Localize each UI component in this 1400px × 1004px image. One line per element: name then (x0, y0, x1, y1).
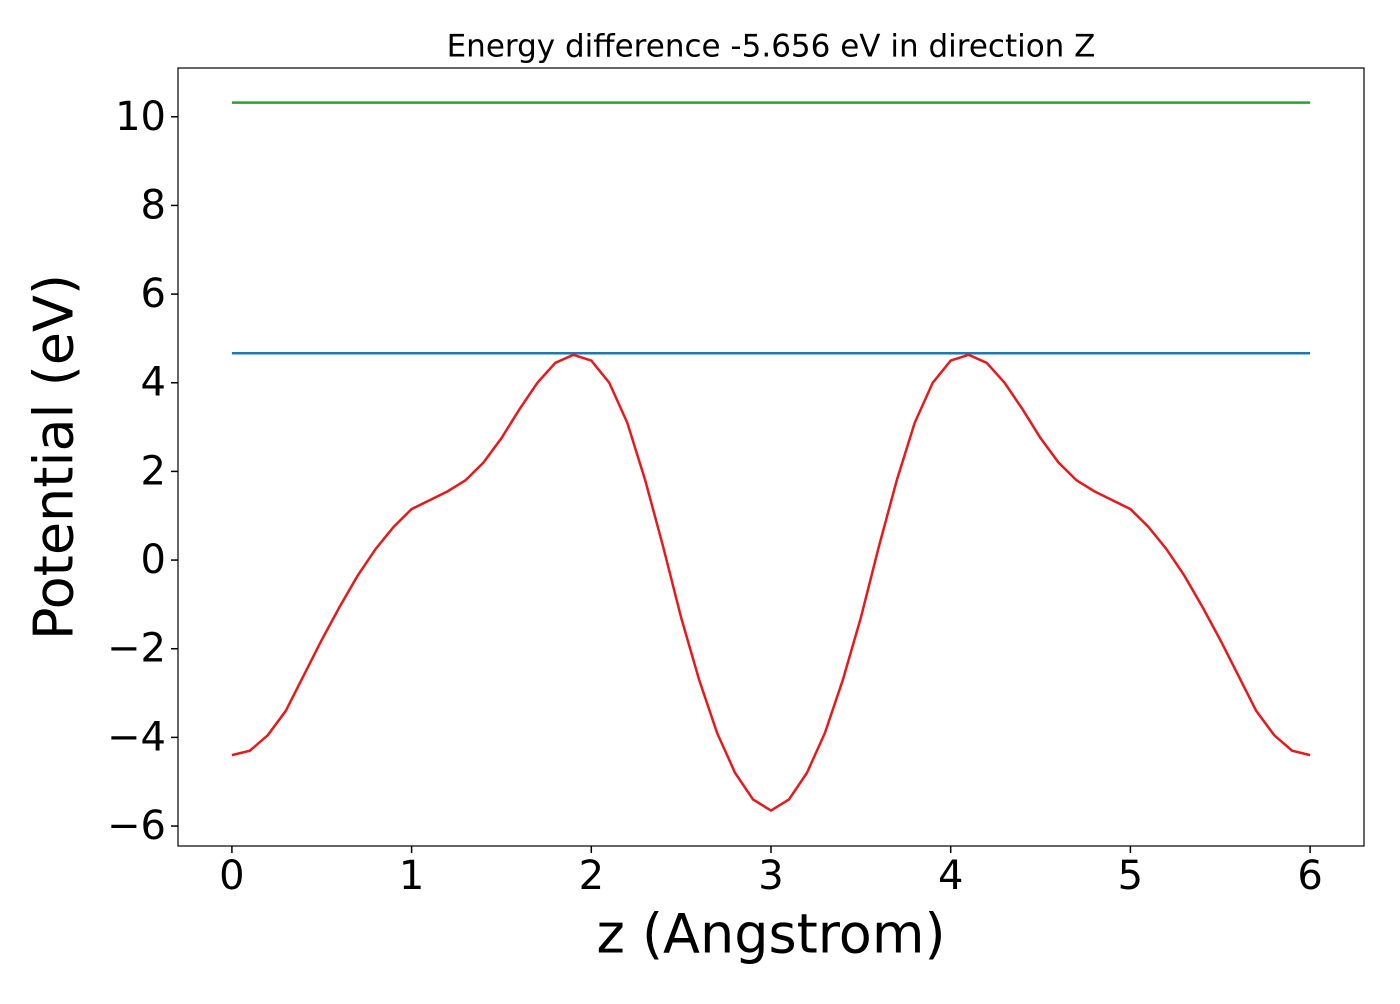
x-tick-label: 3 (758, 853, 783, 899)
y-tick-label: −4 (107, 714, 166, 760)
y-tick-label: 6 (141, 271, 166, 317)
chart-title: Energy difference -5.656 eV in direction… (447, 29, 1096, 65)
y-tick-label: 0 (141, 537, 166, 583)
series-line (231, 353, 1311, 813)
x-tick-label: 6 (1297, 853, 1322, 899)
x-tick-label: 2 (579, 853, 604, 899)
y-tick-label: −6 (107, 803, 166, 849)
x-tick-label: 0 (219, 853, 244, 899)
x-tick-label: 1 (399, 853, 424, 899)
x-tick-label: 5 (1118, 853, 1143, 899)
y-tick-label: 2 (141, 448, 166, 494)
plot-frame (177, 67, 1365, 847)
y-tick-label: 4 (141, 360, 166, 406)
y-tick-label: 10 (115, 94, 166, 140)
x-axis-label: z (Angstrom) (596, 903, 945, 966)
x-tick-label: 4 (938, 853, 963, 899)
y-axis-label: Potential (eV) (23, 274, 86, 640)
y-tick-label: 8 (141, 182, 166, 228)
y-tick-label: −2 (107, 626, 166, 672)
